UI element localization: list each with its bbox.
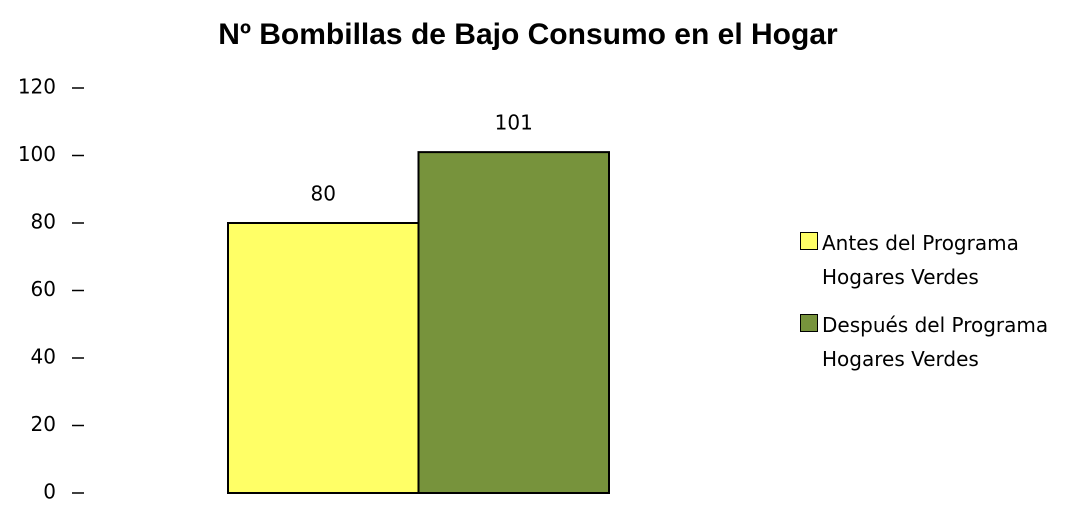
legend-item: Antes del Programa Hogares Verdes bbox=[800, 226, 1070, 294]
y-tick-label: 0 bbox=[43, 480, 56, 504]
y-tick-label: 20 bbox=[31, 412, 56, 436]
value-label: 80 bbox=[311, 182, 336, 206]
legend-swatch bbox=[800, 314, 818, 332]
legend-swatch bbox=[800, 232, 818, 250]
y-tick-label: 100 bbox=[18, 142, 56, 166]
value-label: 101 bbox=[495, 111, 533, 135]
y-tick-label: 40 bbox=[31, 345, 56, 369]
legend: Antes del Programa Hogares Verdes Después… bbox=[800, 226, 1070, 390]
bar bbox=[227, 222, 420, 494]
legend-label: Antes del Programa Hogares Verdes bbox=[822, 231, 1019, 289]
bar bbox=[417, 151, 610, 494]
y-tick-label: 60 bbox=[31, 277, 56, 301]
legend-item: Después del Programa Hogares Verdes bbox=[800, 308, 1070, 376]
chart-title: Nº Bombillas de Bajo Consumo en el Hogar bbox=[218, 18, 838, 51]
legend-label: Después del Programa Hogares Verdes bbox=[822, 313, 1049, 371]
y-tick-label: 80 bbox=[31, 210, 56, 234]
y-tick-label: 120 bbox=[18, 75, 56, 99]
